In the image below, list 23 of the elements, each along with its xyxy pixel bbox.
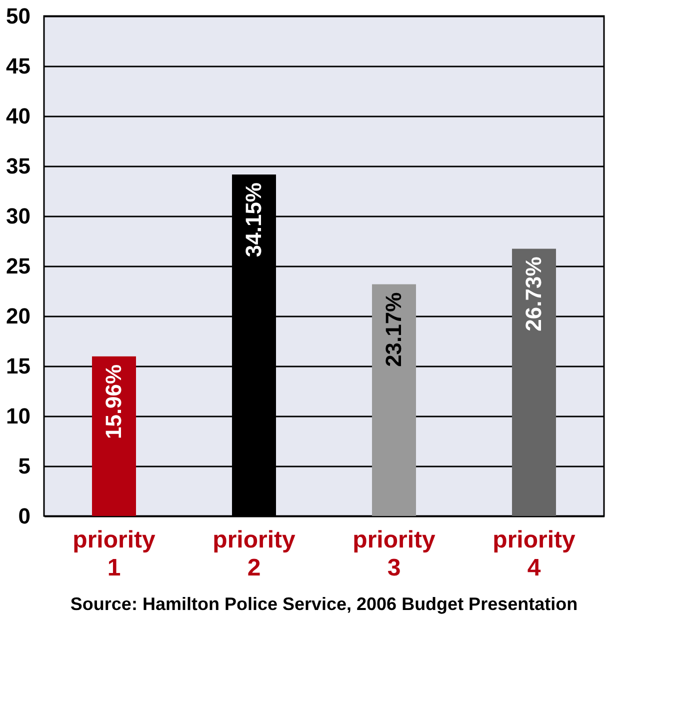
y-tick-label: 45: [6, 54, 30, 78]
data-label: 15.96%: [101, 364, 126, 440]
y-tick-label: 15: [6, 354, 30, 378]
y-tick-label: 0: [18, 504, 30, 528]
x-tick-label: priority 3: [352, 526, 436, 582]
y-tick-label: 5: [18, 454, 30, 478]
y-tick-label: 25: [6, 254, 30, 278]
y-tick-label: 30: [6, 204, 30, 228]
source-note: Source: Hamilton Police Service, 2006 Budget Presentation: [70, 594, 578, 614]
y-tick-label: 50: [6, 4, 30, 28]
data-label: 26.73%: [521, 256, 546, 332]
x-tick-label: priority 4: [492, 526, 576, 582]
y-tick-label: 35: [6, 154, 30, 178]
x-tick-label: priority 2: [212, 526, 296, 582]
bar: [512, 248, 556, 516]
y-tick-label: 10: [6, 404, 30, 428]
data-label: 34.15%: [241, 182, 266, 258]
data-label: 23.17%: [381, 292, 406, 367]
x-tick-label: priority 1: [72, 526, 156, 582]
y-tick-label: 20: [6, 304, 30, 328]
bar: [92, 356, 136, 516]
bar: [372, 284, 416, 516]
y-tick-label: 40: [6, 104, 30, 128]
